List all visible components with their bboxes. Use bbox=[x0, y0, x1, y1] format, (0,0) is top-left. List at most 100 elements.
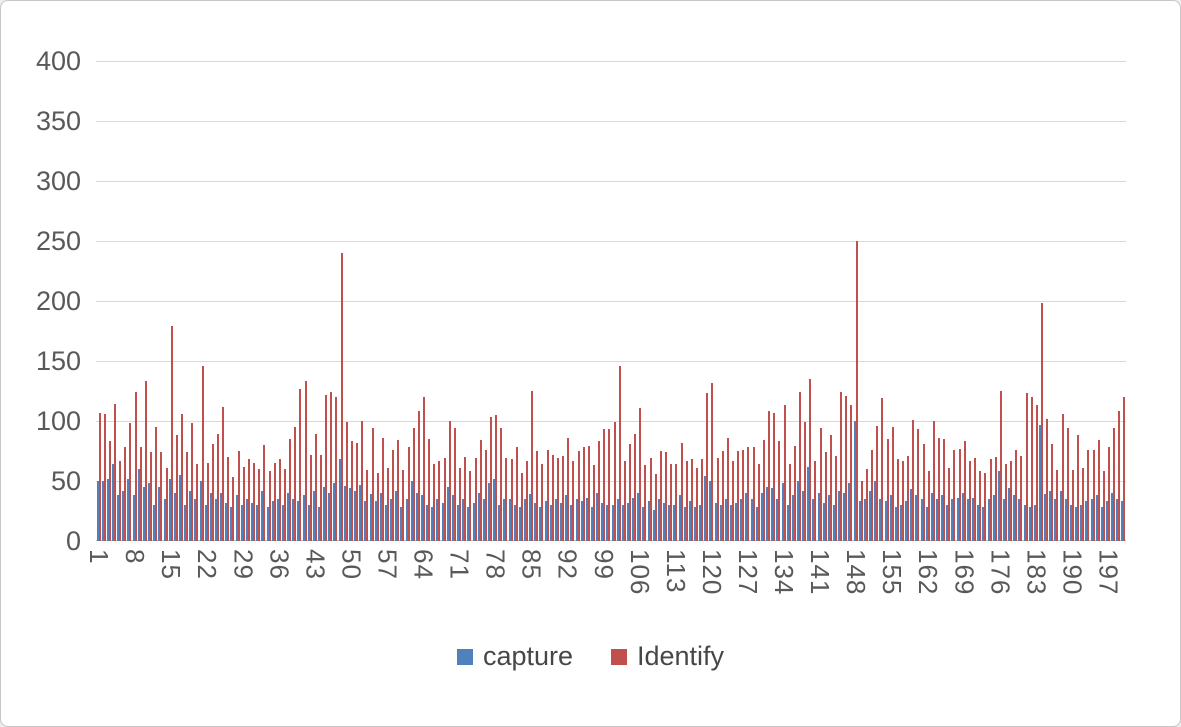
bar-capture-113 bbox=[673, 505, 676, 541]
x-tick-label-113: 113 bbox=[660, 549, 691, 594]
bar-identify-48 bbox=[340, 253, 343, 541]
bar-identify-3 bbox=[108, 441, 111, 541]
bar-identify-180 bbox=[1020, 455, 1023, 541]
bar-identify-121 bbox=[716, 458, 719, 541]
bar-capture-57 bbox=[384, 505, 387, 541]
bar-identify-191 bbox=[1077, 435, 1080, 541]
bar-identify-34 bbox=[268, 471, 271, 541]
bar-identify-160 bbox=[917, 429, 920, 541]
y-tick-label-350: 350 bbox=[35, 106, 81, 136]
bar-identify-186 bbox=[1051, 443, 1054, 541]
bar-capture-31 bbox=[251, 502, 254, 541]
bar-capture-70 bbox=[451, 495, 454, 541]
bar-identify-148 bbox=[855, 241, 858, 541]
bar-identify-74 bbox=[474, 458, 477, 541]
x-tick-label-36: 36 bbox=[264, 549, 295, 580]
bar-identify-47 bbox=[335, 397, 338, 541]
bar-identify-150 bbox=[865, 469, 868, 541]
bar-capture-44 bbox=[318, 507, 320, 541]
bar-identify-173 bbox=[984, 472, 987, 541]
bar-capture-107 bbox=[642, 507, 645, 541]
identify-swatch-icon bbox=[611, 648, 627, 665]
bar-identify-200 bbox=[1123, 397, 1126, 541]
bar-capture-121 bbox=[714, 502, 717, 541]
bar-identify-185 bbox=[1046, 418, 1049, 541]
bar-identify-56 bbox=[381, 437, 384, 541]
bar-capture-132 bbox=[771, 488, 774, 541]
bar-capture-22 bbox=[204, 505, 207, 541]
bar-identify-193 bbox=[1087, 449, 1090, 541]
bar-identify-58 bbox=[392, 449, 395, 541]
y-tick-label-300: 300 bbox=[35, 166, 81, 196]
bar-identify-55 bbox=[376, 472, 379, 541]
bar-capture-77 bbox=[487, 483, 490, 541]
bar-identify-71 bbox=[459, 467, 462, 541]
bar-identify-151 bbox=[871, 449, 874, 541]
x-tick-label-78: 78 bbox=[480, 549, 511, 580]
bar-identify-93 bbox=[572, 460, 575, 541]
bar-identify-1 bbox=[98, 412, 101, 541]
bar-identify-30 bbox=[247, 459, 250, 541]
bar-identify-130 bbox=[762, 440, 765, 541]
bar-identify-128 bbox=[752, 447, 755, 541]
bar-capture-40 bbox=[297, 501, 300, 541]
bar-capture-192 bbox=[1080, 505, 1083, 541]
bar-identify-143 bbox=[829, 435, 832, 541]
capture-swatch-icon bbox=[456, 648, 473, 665]
bar-identify-134 bbox=[783, 405, 786, 541]
bar-capture-142 bbox=[822, 502, 825, 541]
bar-capture-141 bbox=[817, 493, 820, 541]
x-tick-label-92: 92 bbox=[552, 549, 583, 580]
bar-capture-36 bbox=[276, 499, 279, 541]
bar-capture-64 bbox=[421, 495, 423, 541]
bar-identify-35 bbox=[273, 463, 276, 541]
bar-identify-137 bbox=[798, 392, 801, 541]
bar-capture-182 bbox=[1028, 507, 1031, 541]
bar-capture-197 bbox=[1105, 501, 1108, 541]
bar-identify-13 bbox=[160, 452, 163, 541]
bar-identify-44 bbox=[320, 454, 322, 541]
bar-capture-30 bbox=[245, 499, 248, 541]
bar-capture-1 bbox=[96, 481, 99, 541]
bar-identify-97 bbox=[592, 465, 595, 541]
bar-capture-120 bbox=[709, 481, 712, 541]
y-tick-label-250: 250 bbox=[35, 226, 81, 256]
bar-capture-169 bbox=[961, 493, 964, 541]
bar-identify-152 bbox=[876, 425, 879, 541]
bar-identify-40 bbox=[299, 388, 302, 541]
bar-capture-67 bbox=[436, 499, 439, 541]
bar-capture-145 bbox=[838, 490, 841, 541]
bar-capture-124 bbox=[730, 505, 732, 541]
bar-identify-179 bbox=[1015, 449, 1018, 541]
x-tick-label-99: 99 bbox=[588, 549, 619, 580]
bar-capture-71 bbox=[457, 505, 460, 541]
bar-capture-48 bbox=[338, 459, 341, 541]
bar-identify-95 bbox=[582, 447, 585, 541]
bar-identify-70 bbox=[453, 428, 456, 541]
bar-capture-138 bbox=[802, 490, 805, 541]
bar-capture-148 bbox=[853, 421, 856, 541]
x-tick-label-169: 169 bbox=[949, 549, 980, 596]
y-tick-label-0: 0 bbox=[65, 526, 81, 556]
gridline-50 bbox=[96, 481, 1126, 482]
bar-capture-181 bbox=[1023, 505, 1026, 541]
bar-identify-131 bbox=[768, 411, 771, 541]
bar-identify-59 bbox=[397, 440, 400, 541]
bar-identify-184 bbox=[1041, 303, 1043, 541]
bar-identify-171 bbox=[974, 458, 977, 541]
bar-capture-81 bbox=[508, 499, 511, 541]
bar-identify-101 bbox=[613, 422, 616, 541]
bar-capture-200 bbox=[1121, 501, 1124, 541]
bar-identify-43 bbox=[314, 434, 317, 541]
bar-identify-120 bbox=[711, 382, 714, 541]
bar-capture-130 bbox=[760, 493, 763, 541]
bar-identify-164 bbox=[938, 437, 940, 541]
y-tick-label-50: 50 bbox=[50, 466, 81, 496]
x-tick-label-71: 71 bbox=[444, 549, 475, 580]
bar-identify-81 bbox=[510, 459, 513, 541]
bar-capture-29 bbox=[240, 505, 243, 541]
bar-identify-144 bbox=[835, 455, 837, 541]
bar-capture-179 bbox=[1013, 495, 1016, 541]
bar-capture-194 bbox=[1090, 499, 1093, 541]
bar-capture-80 bbox=[503, 499, 506, 541]
